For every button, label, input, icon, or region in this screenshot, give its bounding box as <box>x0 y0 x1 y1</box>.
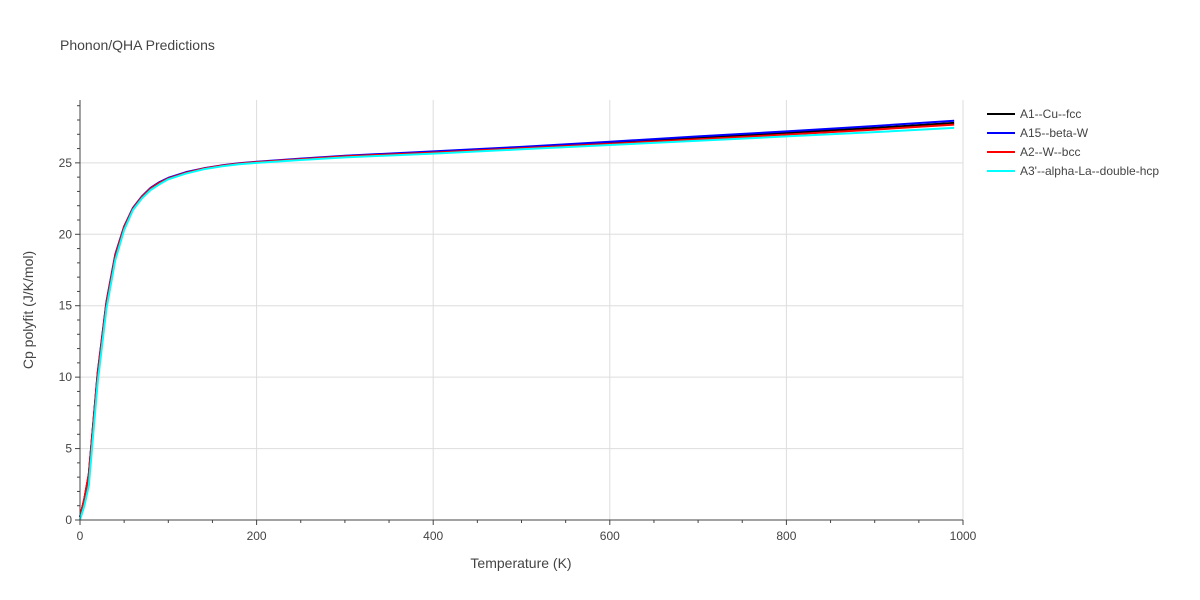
x-tick-label: 400 <box>423 529 443 543</box>
series-line <box>79 126 955 521</box>
x-tick-label: 800 <box>776 529 796 543</box>
legend[interactable]: A1--Cu--fcc A15--beta-W A2--W--bcc A3'--alp… <box>987 107 1159 178</box>
y-tick-label: 0 <box>65 513 72 527</box>
series-line <box>79 123 955 518</box>
y-axis-title: Cp polyfit (J/K/mol) <box>20 251 36 369</box>
grid <box>80 100 964 520</box>
series-lines <box>79 119 955 521</box>
tick-labels: 0 200 400 600 800 1000 0 5 10 15 20 25 <box>59 156 977 543</box>
x-tick-label: 0 <box>77 529 84 543</box>
x-tick-label: 200 <box>247 529 267 543</box>
legend-label: A2--W--bcc <box>1020 145 1080 159</box>
chart-title: Phonon/QHA Predictions <box>60 37 215 53</box>
y-tick-label: 20 <box>59 227 73 241</box>
x-tick-label: 1000 <box>950 529 977 543</box>
legend-item[interactable]: A2--W--bcc <box>987 145 1080 159</box>
y-tick-label: 25 <box>59 156 73 170</box>
y-tick-label: 15 <box>59 299 73 313</box>
axes <box>75 100 964 525</box>
legend-item[interactable]: A3'--alpha-La--double-hcp <box>987 164 1159 178</box>
legend-label: A3'--alpha-La--double-hcp <box>1020 164 1159 178</box>
legend-label: A15--beta-W <box>1020 126 1089 140</box>
y-tick-label: 10 <box>59 370 73 384</box>
x-axis-title: Temperature (K) <box>470 555 571 571</box>
series-line <box>79 121 955 518</box>
legend-item[interactable]: A1--Cu--fcc <box>987 107 1081 121</box>
x-tick-label: 600 <box>600 529 620 543</box>
y-tick-label: 5 <box>65 442 72 456</box>
series-line <box>79 119 955 518</box>
legend-item[interactable]: A15--beta-W <box>987 126 1089 140</box>
legend-label: A1--Cu--fcc <box>1020 107 1081 121</box>
